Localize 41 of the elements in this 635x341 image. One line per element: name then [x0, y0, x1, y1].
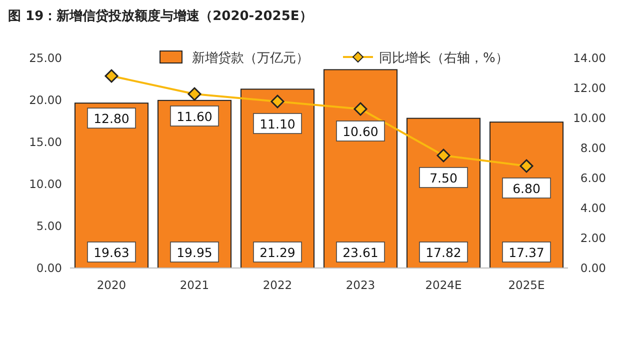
data-label: 17.82: [426, 245, 462, 260]
x-tick-label: 2020: [96, 278, 126, 292]
y2-tick-label: 12.00: [573, 81, 606, 95]
y-tick-label: 20.00: [29, 93, 62, 107]
data-label: 12.80: [94, 111, 130, 126]
data-label: 7.50: [430, 170, 458, 186]
y2-tick-label: 14.00: [573, 51, 606, 65]
point: [188, 87, 202, 101]
y2-tick-label: 6.00: [580, 171, 606, 185]
y2-tick-label: 10.00: [573, 111, 606, 125]
legend-label: 新增贷款（万亿元）: [192, 51, 309, 66]
x-tick-label: 2025E: [508, 278, 545, 292]
data-label: 10.60: [342, 124, 378, 139]
data-label: 21.29: [260, 245, 296, 260]
y2-tick-label: 2.00: [580, 231, 606, 245]
data-label: 19.95: [176, 245, 212, 260]
y-tick-label: 5.00: [36, 219, 62, 233]
legend-label: 同比增长（右轴，%）: [379, 51, 508, 66]
point: [520, 159, 534, 173]
chart-title: 图 19：新增信贷投放额度与增速（2020-2025E）: [8, 8, 312, 24]
y-tick-label: 15.00: [29, 135, 62, 149]
data-label: 17.37: [508, 245, 544, 260]
y2-tick-label: 0.00: [580, 261, 606, 275]
point: [436, 148, 450, 162]
data-label: 11.60: [176, 109, 212, 124]
y-tick-label: 25.00: [29, 51, 62, 65]
y2-tick-label: 4.00: [580, 201, 606, 215]
data-label: 23.61: [342, 245, 378, 260]
x-tick-label: 2021: [180, 278, 210, 292]
x-tick-label: 2023: [346, 278, 376, 292]
data-label: 6.80: [512, 181, 540, 196]
x-tick-label: 2022: [262, 278, 292, 292]
y2-tick-label: 8.00: [580, 141, 606, 155]
y-tick-label: 10.00: [29, 177, 62, 191]
data-label: 19.63: [94, 245, 130, 260]
data-label: 11.10: [260, 116, 296, 132]
point: [270, 94, 284, 108]
y-tick-label: 0.00: [36, 261, 62, 275]
point: [354, 102, 368, 116]
x-tick-label: 2024E: [425, 278, 462, 292]
point: [104, 69, 118, 83]
